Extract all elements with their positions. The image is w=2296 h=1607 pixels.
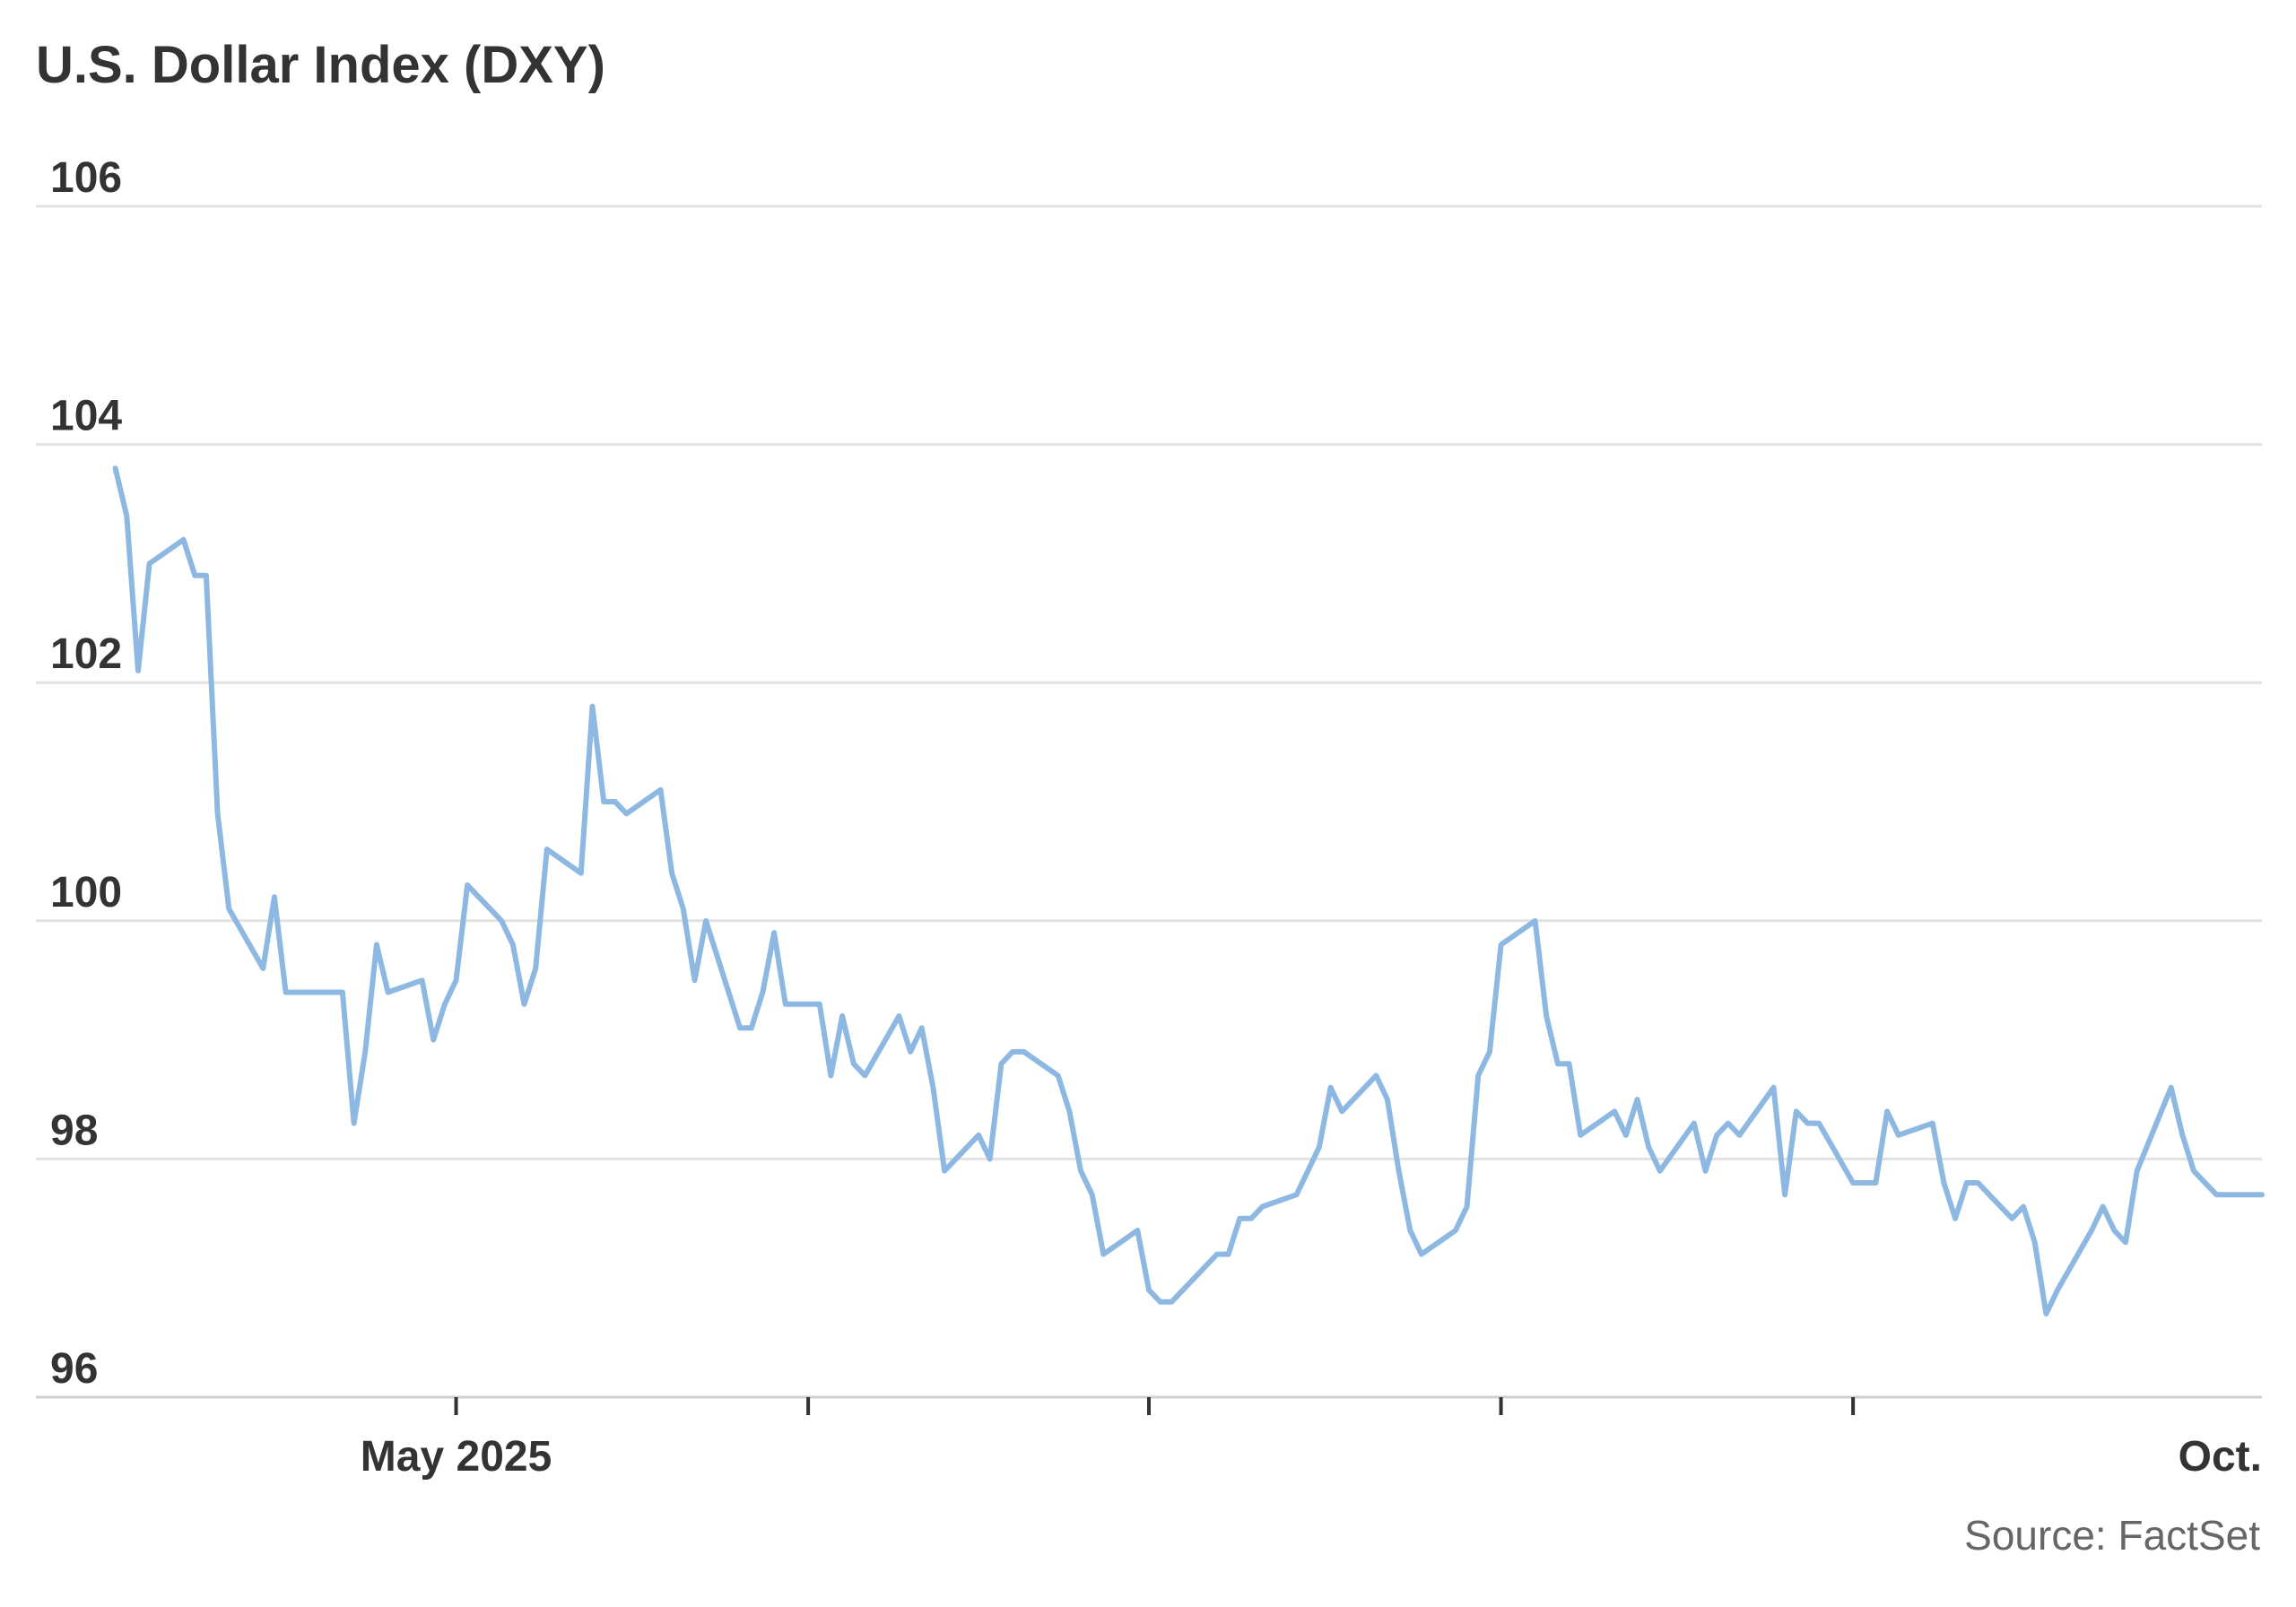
x-tick-label-1: May 2025: [361, 1433, 552, 1481]
y-tick-label-104: 104: [50, 393, 122, 440]
y-axis-ticks: 106 104 102 100 98 96: [50, 154, 122, 1393]
y-tick-label-100: 100: [50, 869, 122, 916]
y-tick-label-98: 98: [50, 1107, 98, 1154]
series-layer: [112, 465, 2265, 1316]
series-line-dxy: [112, 465, 2265, 1316]
source-note: Source: FactSet: [1964, 1512, 2260, 1559]
y-tick-label-96: 96: [50, 1345, 98, 1393]
x-axis-ticks: May 2025 Oct.: [361, 1397, 2262, 1481]
y-tick-label-106: 106: [50, 154, 122, 202]
gridlines: [36, 204, 2262, 1160]
x-tick-label-6: Oct.: [2179, 1433, 2262, 1481]
y-tick-label-102: 102: [50, 630, 122, 678]
chart-title: U.S. Dollar Index (DXY): [36, 36, 605, 94]
